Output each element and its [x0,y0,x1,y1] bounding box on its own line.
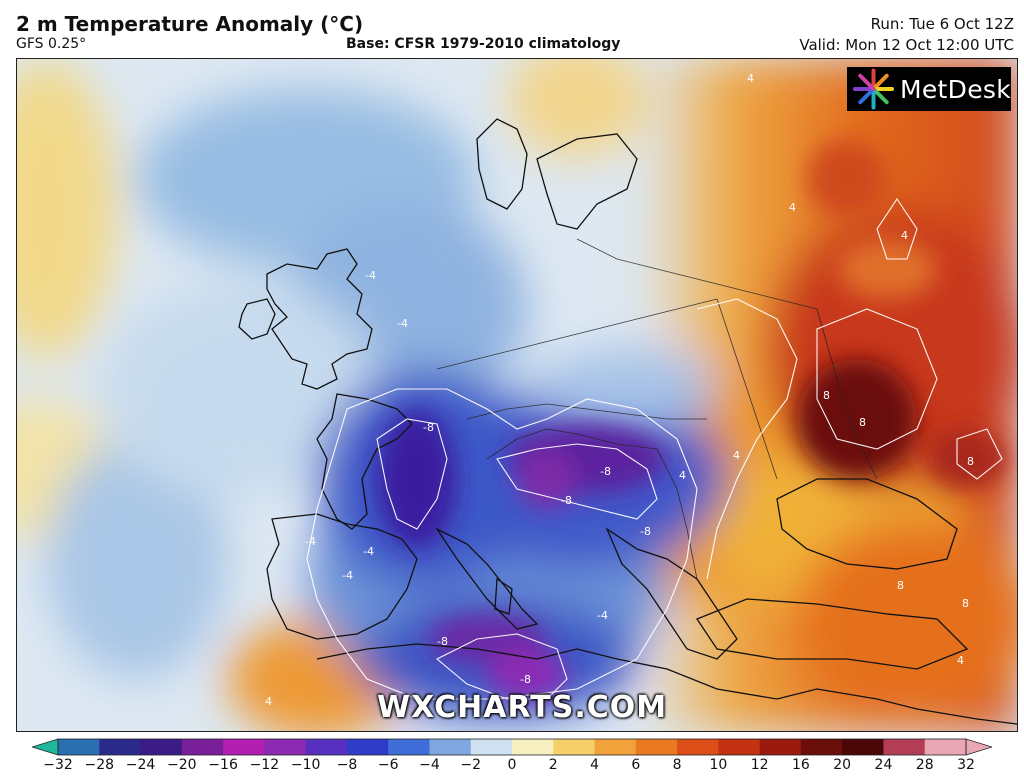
colorbar-swatch [388,739,430,755]
colorbar-tick-label: −2 [460,757,482,773]
anomaly-field [17,59,1017,731]
colorbar-swatch [58,739,100,755]
contour-lines [306,198,1003,700]
colorbar-swatch [99,739,142,755]
colorbar-tick-label: 6 [631,757,641,773]
colorbar-tick-label: −8 [336,757,358,773]
colorbar-swatch [842,739,884,755]
contour-label: -8 [561,494,572,507]
contour-label: -8 [600,465,611,478]
colorbar-tick-label: −24 [125,757,156,773]
contour-label: 4 [733,449,740,462]
colorbar-swatch [883,739,926,755]
colorbar-swatch [718,739,761,755]
colorbar-extend-high [965,738,994,756]
contour-label: 4 [747,72,754,85]
colorbar-tick-label: 12 [750,757,769,773]
colorbar-tick-label: 2 [548,757,558,773]
contour-label: 8 [859,416,866,429]
valid-time-label: Valid: Mon 12 Oct 12:00 UTC [799,36,1014,54]
contour-label: -4 [397,317,408,330]
coastlines [238,118,1017,725]
contour-label: 8 [897,579,904,592]
colorbar-tick-label: 32 [957,757,975,773]
colorbar-swatch [181,739,224,755]
contour-label: -8 [423,421,434,434]
colorbar-swatch [553,739,596,755]
colorbar-swatch [346,739,389,755]
contour-label: -4 [365,269,376,282]
colorbar-swatch [594,739,637,755]
colorbar-tick-label: 0 [507,757,517,773]
colorbar-swatch [635,739,678,755]
colorbar-outline [57,738,967,756]
colorbar-tick-label: −28 [84,757,115,773]
contour-label: 4 [265,695,272,708]
run-time-label: Run: Tue 6 Oct 12Z [870,15,1014,33]
colorbar-ticks: −32 −28 −24 −20 −16 −12 −10 −8 −6 −4 −2 0 2 4 6 8 10 12 16… [32,757,992,777]
colorbar-tick-label: 20 [833,757,852,773]
country-borders [436,238,878,580]
colorbar-tick-label: 4 [590,757,599,773]
colorbar-extend-low [30,738,59,756]
colorbar-swatch [305,739,348,755]
contour-label: -4 [597,609,608,622]
contour-label: 4 [789,201,796,214]
colorbar: −32 −28 −24 −20 −16 −12 −10 −8 −6 −4 −2 0 2 4 6 8 10 12 16… [30,737,994,777]
chart-title: 2 m Temperature Anomaly (°C) [16,12,364,36]
contour-label: -4 [363,545,374,558]
colorbar-tick-label: 16 [791,757,810,773]
colorbar-swatch [264,739,307,755]
colorbar-swatch [677,739,719,755]
colorbar-swatch [223,739,265,755]
contour-label: 4 [901,229,908,242]
colorbar-swatch [512,739,554,755]
contour-label: -8 [437,635,448,648]
contour-label: 8 [823,389,830,402]
anomaly-map-svg: -8 -8 -8 -8 -8 -8 -4 -4 -4 -4 -4 -4 4 4 … [17,59,1017,731]
colorbar-tick-label: 10 [709,757,728,773]
contour-value-labels: -8 -8 -8 -8 -8 -8 -4 -4 -4 -4 -4 -4 4 4 … [265,72,974,708]
colorbar-swatches [30,738,994,756]
anomaly-map: -8 -8 -8 -8 -8 -8 -4 -4 -4 -4 -4 -4 4 4 … [16,58,1018,732]
colorbar-tick-label: −4 [419,757,440,773]
contour-label: -8 [640,525,651,538]
contour-label: -4 [342,569,353,582]
contour-label: -4 [305,535,316,548]
colorbar-swatch [429,739,472,755]
contour-label: 8 [967,455,974,468]
colorbar-tick-label: 24 [874,757,893,773]
colorbar-tick-label: −12 [249,757,280,773]
colorbar-swatch [924,739,967,755]
metdesk-logo: MetDesk [847,67,1011,111]
colorbar-tick-label: −16 [208,757,238,773]
colorbar-swatch [800,739,843,755]
colorbar-swatch [759,739,802,755]
climatology-base-label: Base: CFSR 1979-2010 climatology [346,36,621,52]
wxcharts-watermark: WXCHARTS.COM [377,690,668,725]
colorbar-tick-label: 8 [672,757,682,773]
model-label: GFS 0.25° [16,36,87,52]
colorbar-swatch [140,739,183,755]
colorbar-tick-label: −6 [377,757,399,773]
metdesk-logo-text: MetDesk [900,74,1011,104]
colorbar-tick-label: −10 [290,757,321,773]
colorbar-swatch [470,739,513,755]
contour-label: 8 [962,597,969,610]
colorbar-tick-label: 28 [915,757,934,773]
contour-label: 4 [957,654,964,667]
colorbar-tick-label: −32 [43,757,73,773]
contour-label: 4 [679,469,686,482]
metdesk-logo-icon [852,68,895,110]
contour-label: -8 [520,673,531,686]
colorbar-tick-label: −20 [167,757,197,773]
